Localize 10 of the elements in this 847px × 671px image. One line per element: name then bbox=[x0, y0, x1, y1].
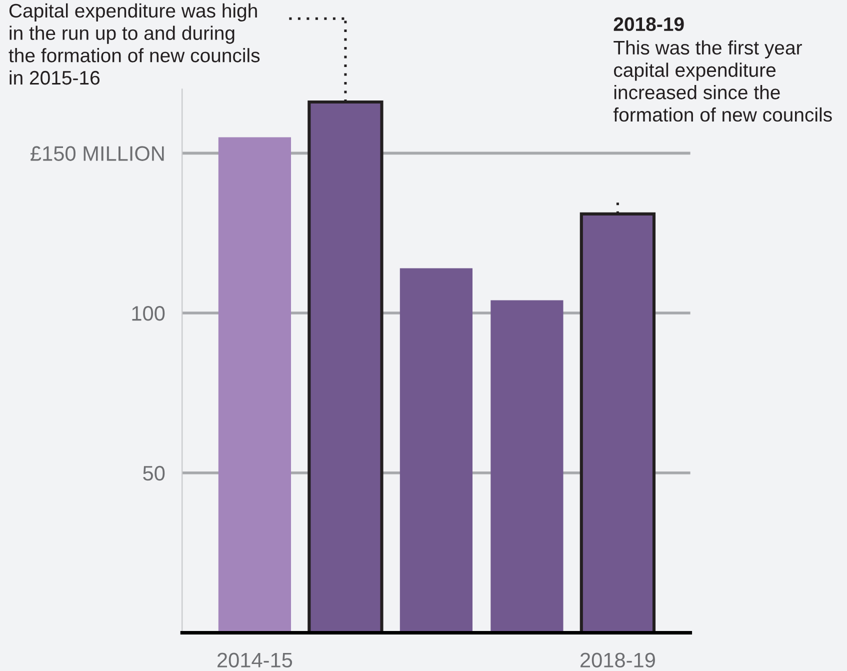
bar bbox=[400, 268, 473, 633]
bar bbox=[490, 300, 564, 633]
text: Capital expenditure was high in the run up to and during the formation of new councils in 2015-16 bbox=[8, 3, 260, 85]
y-tick-label: 100 bbox=[132, 306, 165, 321]
bar bbox=[218, 137, 292, 633]
annotation: 2018-19 This was the first year capital expenditure increased since the formation of new councils bbox=[613, 17, 832, 122]
y-tick-label: 50 bbox=[143, 466, 165, 481]
x-tick-label: 2018-19 bbox=[580, 652, 655, 668]
x-tick-label: 2014-15 bbox=[218, 652, 292, 668]
y-tick-label: £150 MILLION bbox=[30, 146, 164, 161]
